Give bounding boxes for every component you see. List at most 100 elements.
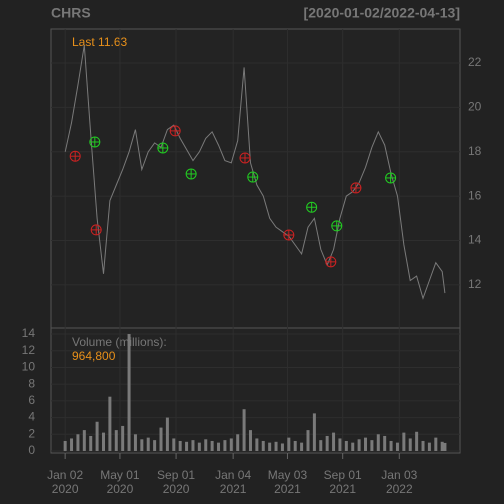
volume-bar — [287, 437, 291, 451]
x-tick-label: Jan 02 — [47, 468, 83, 482]
buy-signal — [306, 201, 318, 213]
date-range: [2020-01-02/2022-04-13] — [304, 5, 460, 21]
volume-bar — [421, 440, 425, 451]
volume-bar — [319, 440, 323, 451]
y-tick-label: 12 — [22, 343, 36, 357]
x-tick-label: 2020 — [107, 482, 134, 496]
volume-bar — [351, 442, 355, 451]
volume-bar — [376, 434, 380, 451]
volume-bar — [370, 440, 374, 451]
volume-bar — [191, 440, 195, 451]
volume-bar — [242, 409, 246, 451]
volume-bar — [389, 440, 393, 451]
x-tick-label: Jan 03 — [381, 468, 417, 482]
volume-bar — [248, 430, 252, 451]
volume-bar — [121, 425, 125, 451]
volume-bar — [165, 417, 169, 451]
x-tick-label: Sep 01 — [324, 468, 362, 482]
volume-bar — [395, 442, 399, 451]
volume-bar — [268, 442, 272, 451]
volume-bar — [415, 431, 419, 451]
x-tick-label: 2020 — [52, 482, 79, 496]
volume-bar — [63, 440, 67, 451]
buy-signal — [331, 220, 343, 232]
buy-signal — [385, 172, 397, 184]
volume-bar — [261, 440, 265, 451]
volume-bar — [364, 437, 368, 451]
volume-bar — [434, 437, 438, 451]
y-tick-label: 12 — [468, 277, 482, 291]
y-tick-label: 20 — [468, 100, 482, 114]
volume-bar — [185, 441, 189, 451]
volume-bar — [325, 435, 329, 451]
volume-bar — [172, 438, 176, 451]
volume-bar — [217, 442, 221, 451]
sell-signal — [90, 224, 102, 236]
last-value: 11.63 — [98, 35, 127, 49]
volume-bar — [95, 421, 99, 451]
volume-bar — [408, 438, 412, 451]
volume-bar — [178, 440, 182, 451]
volume-bar — [280, 443, 284, 451]
volume-bar — [140, 439, 144, 451]
volume-bar — [101, 432, 105, 451]
x-tick-label: Sep 01 — [157, 468, 195, 482]
volume-bar — [146, 437, 150, 451]
volume-bar — [204, 439, 208, 451]
volume-bar — [338, 438, 342, 451]
volume-bar — [210, 440, 214, 451]
volume-bar — [133, 434, 137, 451]
y-tick-label: 10 — [22, 360, 36, 374]
volume-bar — [229, 438, 233, 451]
x-tick-label: 2021 — [329, 482, 356, 496]
sell-signal — [169, 125, 181, 137]
volume-bar — [300, 442, 304, 451]
volume-bar — [293, 440, 297, 451]
y-tick-label: 6 — [28, 393, 35, 407]
last-price: Last 11.63 — [72, 35, 127, 49]
last-label: Last — [72, 35, 95, 49]
volume-bar — [255, 438, 259, 451]
sell-signal — [325, 256, 337, 268]
x-tick-label: 2020 — [163, 482, 190, 496]
y-tick-label: 14 — [22, 326, 36, 340]
volume-bar — [383, 435, 387, 451]
volume-bar — [332, 432, 336, 451]
buy-signal — [157, 142, 169, 154]
volume-bar — [402, 432, 406, 451]
volume-bar — [76, 434, 80, 451]
x-tick-label: 2022 — [386, 482, 413, 496]
volume-bar — [70, 438, 74, 451]
volume-bar — [108, 396, 112, 451]
y-tick-label: 0 — [28, 443, 35, 457]
volume-bar — [443, 442, 447, 451]
volume-bar — [236, 434, 240, 451]
volume-last: 964,800 — [72, 349, 116, 363]
sell-signal — [69, 150, 81, 162]
y-tick-label: 18 — [468, 144, 482, 158]
volume-bar — [114, 430, 118, 451]
volume-bar — [197, 442, 201, 451]
volume-bar — [223, 440, 227, 451]
volume-panel — [50, 327, 461, 454]
volume-bar — [159, 427, 163, 451]
y-tick-label: 2 — [28, 426, 35, 440]
volume-label: Volume (millions): — [72, 335, 167, 349]
volume-bar — [312, 413, 316, 451]
volume-bar — [153, 440, 157, 451]
y-tick-label: 4 — [28, 410, 35, 424]
volume-bar — [274, 441, 278, 451]
sell-signal — [239, 152, 251, 164]
y-tick-label: 8 — [28, 376, 35, 390]
volume-bar — [127, 334, 131, 451]
volume-bar — [427, 442, 431, 451]
volume-bar — [344, 440, 348, 451]
y-tick-label: 22 — [468, 55, 482, 69]
y-tick-label: 16 — [468, 188, 482, 202]
price-line — [64, 45, 446, 300]
buy-signal — [247, 171, 259, 183]
volume-bar — [306, 430, 310, 451]
sell-signal — [283, 229, 295, 241]
buy-signal — [185, 168, 197, 180]
